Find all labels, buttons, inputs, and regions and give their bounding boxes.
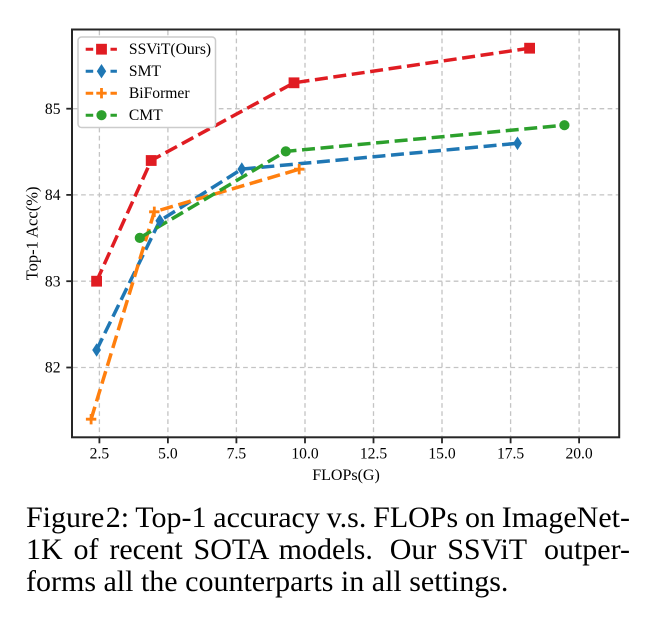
svg-text:12.5: 12.5 — [360, 446, 387, 463]
svg-text:CMT: CMT — [129, 107, 163, 124]
svg-text:15.0: 15.0 — [428, 446, 455, 463]
svg-text:Top-1 Acc(%): Top-1 Acc(%) — [23, 187, 42, 281]
svg-text:20.0: 20.0 — [565, 446, 592, 463]
svg-text:85: 85 — [45, 101, 61, 118]
svg-text:2.5: 2.5 — [90, 446, 110, 463]
svg-text:10.0: 10.0 — [291, 446, 318, 463]
svg-text:84: 84 — [45, 187, 61, 204]
svg-text:5.0: 5.0 — [158, 446, 178, 463]
svg-text:SMT: SMT — [129, 63, 162, 80]
svg-text:SSViT(Ours): SSViT(Ours) — [129, 41, 211, 58]
svg-text:17.5: 17.5 — [497, 446, 524, 463]
svg-text:BiFormer: BiFormer — [129, 85, 190, 102]
svg-text:82: 82 — [45, 360, 61, 377]
svg-text:FLOPs(G): FLOPs(G) — [312, 467, 380, 484]
svg-text:7.5: 7.5 — [227, 446, 247, 463]
svg-text:83: 83 — [45, 273, 61, 290]
